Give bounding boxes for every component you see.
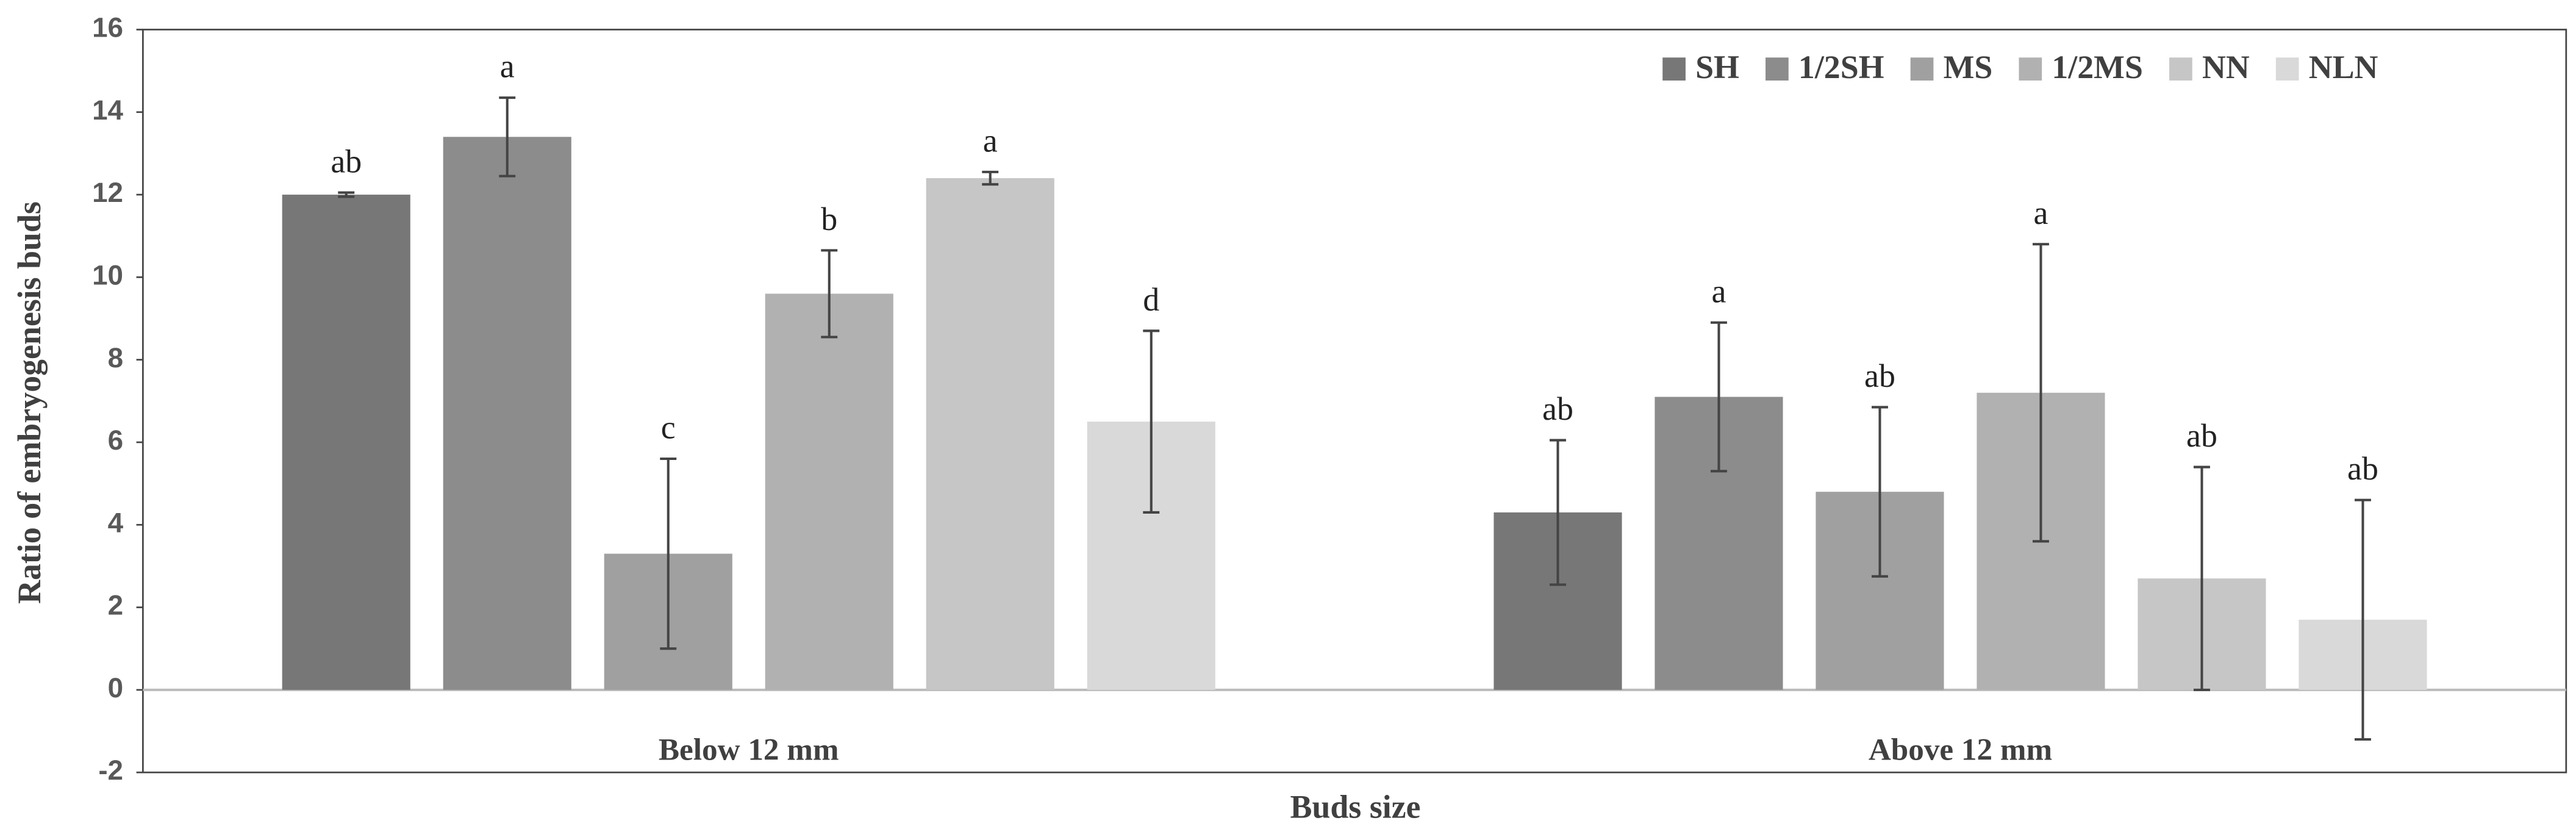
significance-letter: ab bbox=[1542, 390, 1573, 427]
significance-letter: ab bbox=[331, 143, 362, 179]
legend-label: NLN bbox=[2309, 49, 2378, 85]
significance-letter: a bbox=[1712, 273, 1726, 309]
y-tick-label: 10 bbox=[92, 259, 123, 290]
y-tick-label: 8 bbox=[108, 342, 123, 373]
y-tick-label: -2 bbox=[98, 755, 123, 786]
y-tick-label: 12 bbox=[92, 177, 123, 208]
y-tick-label: 6 bbox=[108, 425, 123, 456]
x-tick-label: Below 12 mm bbox=[659, 733, 839, 767]
error-bar bbox=[2355, 498, 2371, 741]
significance-letter: a bbox=[500, 48, 515, 85]
significance-letter: c bbox=[661, 409, 676, 446]
y-tick-label: 4 bbox=[108, 507, 124, 538]
bar bbox=[765, 293, 893, 690]
plot-frame bbox=[142, 29, 2567, 774]
significance-letter: b bbox=[821, 201, 837, 237]
y-axis-title: Ratio of embryogenesis buds bbox=[11, 201, 48, 604]
y-tick-label: 14 bbox=[92, 95, 123, 126]
bar bbox=[443, 137, 571, 690]
significance-letter: ab bbox=[2186, 417, 2217, 454]
legend-label: MS bbox=[1944, 49, 1993, 85]
error-bar bbox=[1550, 439, 1566, 586]
error-bar bbox=[2194, 465, 2210, 691]
legend-swatch bbox=[1910, 57, 1934, 81]
error-bar bbox=[499, 96, 516, 178]
significance-letter: a bbox=[983, 122, 998, 159]
significance-letter: ab bbox=[2347, 450, 2378, 487]
y-tick-label: 2 bbox=[108, 590, 123, 621]
x-tick-label: Above 12 mm bbox=[1869, 733, 2052, 767]
error-bar bbox=[1872, 406, 1888, 578]
error-bar bbox=[660, 457, 677, 650]
error-bar bbox=[338, 191, 355, 198]
legend-label: 1/2SH bbox=[1798, 49, 1884, 85]
legend-label: 1/2MS bbox=[2052, 49, 2143, 85]
y-tick-label: 16 bbox=[92, 12, 123, 43]
error-bar bbox=[1711, 321, 1727, 473]
bar bbox=[926, 178, 1054, 690]
error-bar bbox=[982, 170, 999, 186]
legend-label: SH bbox=[1695, 49, 1739, 85]
legend-swatch bbox=[2169, 57, 2192, 81]
legend-swatch bbox=[1766, 57, 1789, 81]
significance-letter: d bbox=[1143, 281, 1159, 318]
error-bar bbox=[1143, 329, 1160, 514]
significance-letter: a bbox=[2034, 195, 2048, 231]
x-axis-title: Buds size bbox=[1290, 788, 1420, 825]
legend-swatch bbox=[2275, 57, 2299, 81]
error-bar bbox=[821, 249, 838, 339]
legend-swatch bbox=[2019, 57, 2042, 81]
error-bar bbox=[2033, 243, 2049, 543]
legend-label: NN bbox=[2202, 49, 2250, 85]
bar bbox=[282, 195, 410, 690]
y-tick-label: 0 bbox=[108, 672, 123, 703]
significance-letter: ab bbox=[1864, 357, 1895, 394]
legend-swatch bbox=[1662, 57, 1686, 81]
